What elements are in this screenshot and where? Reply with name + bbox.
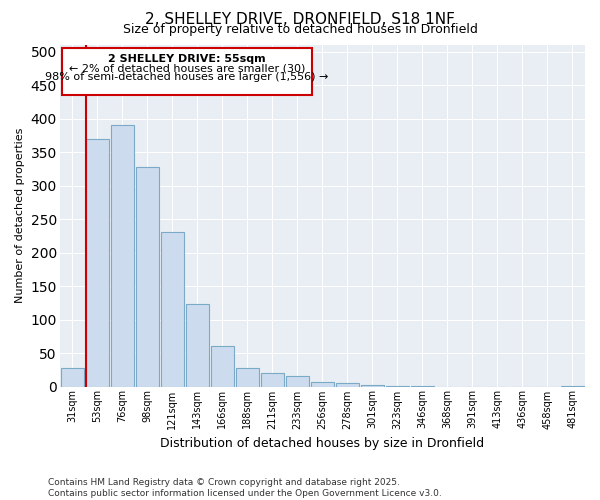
Bar bbox=[336, 383, 359, 386]
Bar bbox=[361, 385, 384, 386]
Y-axis label: Number of detached properties: Number of detached properties bbox=[15, 128, 25, 304]
Bar bbox=[261, 373, 284, 386]
Text: 2, SHELLEY DRIVE, DRONFIELD, S18 1NF: 2, SHELLEY DRIVE, DRONFIELD, S18 1NF bbox=[145, 12, 455, 28]
Bar bbox=[86, 138, 109, 386]
Bar bbox=[111, 126, 134, 386]
Bar bbox=[236, 368, 259, 386]
Bar bbox=[61, 368, 84, 386]
Bar bbox=[286, 376, 309, 386]
Text: Contains HM Land Registry data © Crown copyright and database right 2025.
Contai: Contains HM Land Registry data © Crown c… bbox=[48, 478, 442, 498]
Text: ← 2% of detached houses are smaller (30): ← 2% of detached houses are smaller (30) bbox=[69, 63, 305, 73]
Bar bbox=[311, 382, 334, 386]
Text: 2 SHELLEY DRIVE: 55sqm: 2 SHELLEY DRIVE: 55sqm bbox=[108, 54, 266, 64]
Text: 98% of semi-detached houses are larger (1,556) →: 98% of semi-detached houses are larger (… bbox=[46, 72, 329, 83]
Text: Size of property relative to detached houses in Dronfield: Size of property relative to detached ho… bbox=[122, 24, 478, 36]
Bar bbox=[161, 232, 184, 386]
Bar bbox=[62, 48, 313, 94]
Bar bbox=[186, 304, 209, 386]
Bar bbox=[136, 167, 159, 386]
Bar bbox=[211, 346, 234, 387]
X-axis label: Distribution of detached houses by size in Dronfield: Distribution of detached houses by size … bbox=[160, 437, 484, 450]
